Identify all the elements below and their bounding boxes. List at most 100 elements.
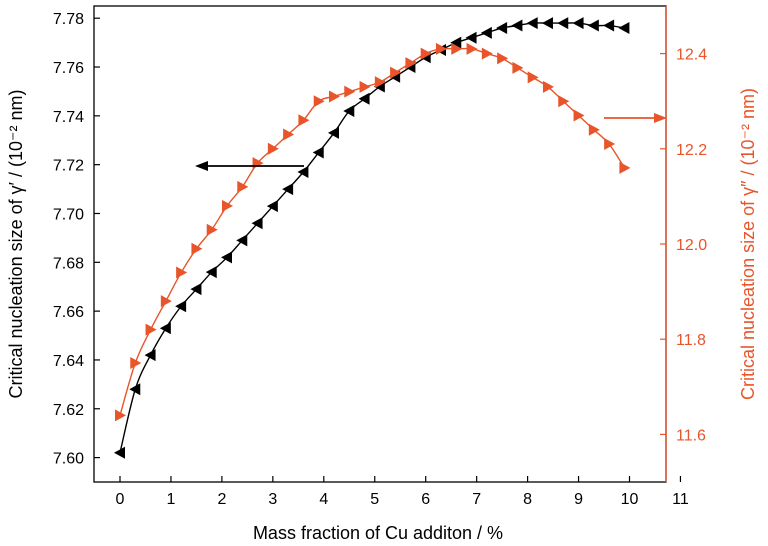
- series-2-point: [145, 323, 157, 336]
- series-2-point: [221, 199, 233, 212]
- x-tick-label: 11: [672, 491, 689, 508]
- series-1-point: [541, 17, 553, 30]
- right-axis-arrow-head: [654, 113, 667, 123]
- series-2-point: [619, 161, 631, 174]
- y-right-tick-label: 12.4: [676, 47, 707, 64]
- series-1-point: [465, 31, 477, 44]
- ticks: 0 1 2 3 4 5 6 7 8 9 10 11 7.60 7.62 7.64 7.66 7.68 7.70 7.…: [53, 11, 707, 508]
- series-1-point: [587, 19, 599, 32]
- series-2-point: [374, 76, 386, 89]
- y-left-tick-label: 7.66: [53, 304, 84, 321]
- series-2-point: [206, 223, 218, 236]
- series-2-point: [466, 42, 478, 55]
- series-1-point: [159, 322, 171, 335]
- series-1-point: [144, 349, 156, 362]
- series-1-point: [358, 92, 370, 105]
- series-1-point: [114, 446, 125, 459]
- x-tick-label: 4: [319, 491, 328, 508]
- series-1-point: [312, 146, 324, 159]
- right-axis-title: Critical nucleation size of γ″ / (10⁻² n…: [738, 88, 758, 400]
- x-axis-title: Mass fraction of Cu additon / %: [253, 523, 503, 543]
- series-2-point: [542, 80, 554, 93]
- x-tick-label: 0: [116, 491, 125, 508]
- series-1-point: [450, 36, 462, 49]
- x-tick-label: 7: [472, 491, 481, 508]
- series-1-point: [282, 183, 294, 196]
- series-2-point: [298, 114, 310, 127]
- series-2-point: [283, 128, 295, 141]
- series-1-point: [480, 26, 492, 39]
- series-2-point: [176, 266, 188, 279]
- x-tick-label: 2: [217, 491, 226, 508]
- y-left-tick-label: 7.60: [53, 451, 84, 468]
- series-1-point: [557, 17, 569, 30]
- series-2-point: [359, 80, 371, 93]
- series-layer: [114, 17, 631, 459]
- series-1-point: [129, 383, 141, 396]
- series-2-point: [267, 142, 279, 155]
- x-tick-label: 3: [268, 491, 277, 508]
- x-tick-label: 6: [421, 491, 430, 508]
- y-left-tick-label: 7.70: [53, 206, 84, 223]
- y-left-tick-label: 7.64: [53, 353, 84, 370]
- series-2-point: [604, 138, 616, 151]
- y-left-tick-label: 7.76: [53, 60, 84, 77]
- series-2-point: [237, 180, 249, 193]
- series-2-point: [328, 90, 340, 103]
- series-1-point: [511, 19, 523, 32]
- x-tick-label: 1: [166, 491, 175, 508]
- y-left-tick-label: 7.78: [53, 11, 84, 28]
- y-left-tick-label: 7.68: [53, 255, 84, 272]
- series-2-point: [313, 95, 325, 108]
- series-1-point: [266, 200, 278, 213]
- y-right-tick-label: 11.8: [676, 332, 706, 349]
- series-1-point: [236, 234, 248, 247]
- series-1-point: [572, 17, 584, 30]
- series-line-2: [119, 47, 625, 416]
- y-right-tick-label: 12.0: [676, 237, 707, 254]
- series-1-point: [343, 104, 355, 117]
- series-2-point: [435, 42, 447, 55]
- series-2-point: [390, 66, 402, 79]
- x-tick-label: 8: [523, 491, 532, 508]
- series-1-point: [526, 17, 538, 30]
- series-1-point: [220, 251, 232, 264]
- series-line-1: [119, 22, 625, 453]
- left-axis-arrow-head: [195, 161, 208, 171]
- y-left-tick-label: 7.72: [53, 158, 84, 175]
- series-2-point: [115, 409, 126, 422]
- series-2-point: [558, 95, 570, 108]
- series-1-point: [175, 300, 187, 313]
- series-2-point: [160, 295, 172, 308]
- series-1-point: [251, 217, 263, 230]
- series-1-point: [297, 165, 309, 178]
- series-1-point: [496, 21, 508, 34]
- series-2-point: [451, 42, 463, 55]
- series-1-point: [190, 283, 202, 296]
- series-2-point: [420, 47, 432, 60]
- series-1-point: [327, 126, 339, 139]
- series-2-point: [130, 357, 142, 369]
- left-axis-title: Critical nucleation size of γ′ / (10⁻² n…: [6, 90, 26, 399]
- x-tick-label: 5: [370, 491, 379, 508]
- y-left-tick-label: 7.62: [53, 402, 84, 419]
- plot-frame: [93, 5, 667, 483]
- series-2-point: [497, 52, 509, 65]
- x-tick-label: 10: [621, 491, 639, 508]
- series-2-point: [405, 57, 417, 70]
- series-2-point: [481, 47, 493, 60]
- series-2-point: [573, 109, 585, 122]
- series-2-point: [512, 61, 524, 74]
- y-right-tick-label: 11.6: [676, 427, 706, 444]
- series-1-point: [603, 19, 615, 32]
- series-2-point: [191, 242, 203, 255]
- series-1-point: [618, 21, 630, 34]
- series-1-point: [205, 266, 217, 279]
- y-left-tick-label: 7.74: [53, 109, 84, 126]
- series-2-point: [588, 123, 600, 136]
- y-right-tick-label: 12.2: [676, 142, 707, 159]
- series-2-point: [527, 71, 539, 84]
- x-tick-label: 9: [574, 491, 583, 508]
- series-2-point: [344, 85, 356, 98]
